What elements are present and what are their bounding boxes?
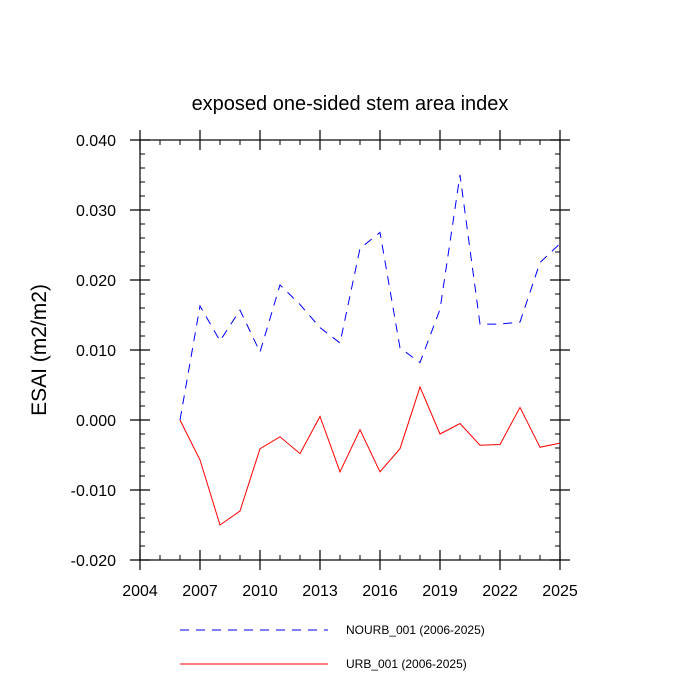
series-lines [179, 174, 561, 526]
x-tick-label: 2007 [182, 583, 218, 600]
tick-labels: 2004 2007 2010 2013 2016 2019 2022 2025 -0.020 -0… [71, 133, 578, 600]
x-tick-label: 2010 [242, 583, 278, 600]
x-tick-label: 2025 [542, 583, 578, 600]
chart-title: exposed one-sided stem area index [192, 93, 509, 115]
major-ticks [130, 130, 570, 570]
legend-label-1: NOURB_001 (2006-2025) [346, 623, 485, 637]
y-tick-label: 0.030 [76, 203, 116, 220]
y-tick-label: -0.010 [71, 483, 116, 500]
x-tick-label: 2022 [482, 583, 518, 600]
series-line-1 [179, 174, 561, 421]
x-tick-label: 2004 [122, 583, 158, 600]
y-tick-label: 0.020 [76, 273, 116, 290]
y-tick-label: -0.020 [71, 553, 116, 570]
y-tick-label: 0.000 [76, 413, 116, 430]
series-line-2 [179, 385, 561, 526]
x-tick-label: 2016 [362, 583, 398, 600]
plot-frame [139, 139, 561, 561]
x-tick-label: 2013 [302, 583, 338, 600]
y-tick-label: 0.010 [76, 343, 116, 360]
legend-label-2: URB_001 (2006-2025) [346, 657, 467, 671]
legend: NOURB_001 (2006-2025) URB_001 (2006-2025) [180, 623, 485, 671]
minor-ticks [139, 139, 561, 561]
y-axis-label: ESAI (m2/m2) [28, 284, 51, 416]
x-tick-label: 2019 [422, 583, 458, 600]
y-tick-label: 0.040 [76, 133, 116, 150]
